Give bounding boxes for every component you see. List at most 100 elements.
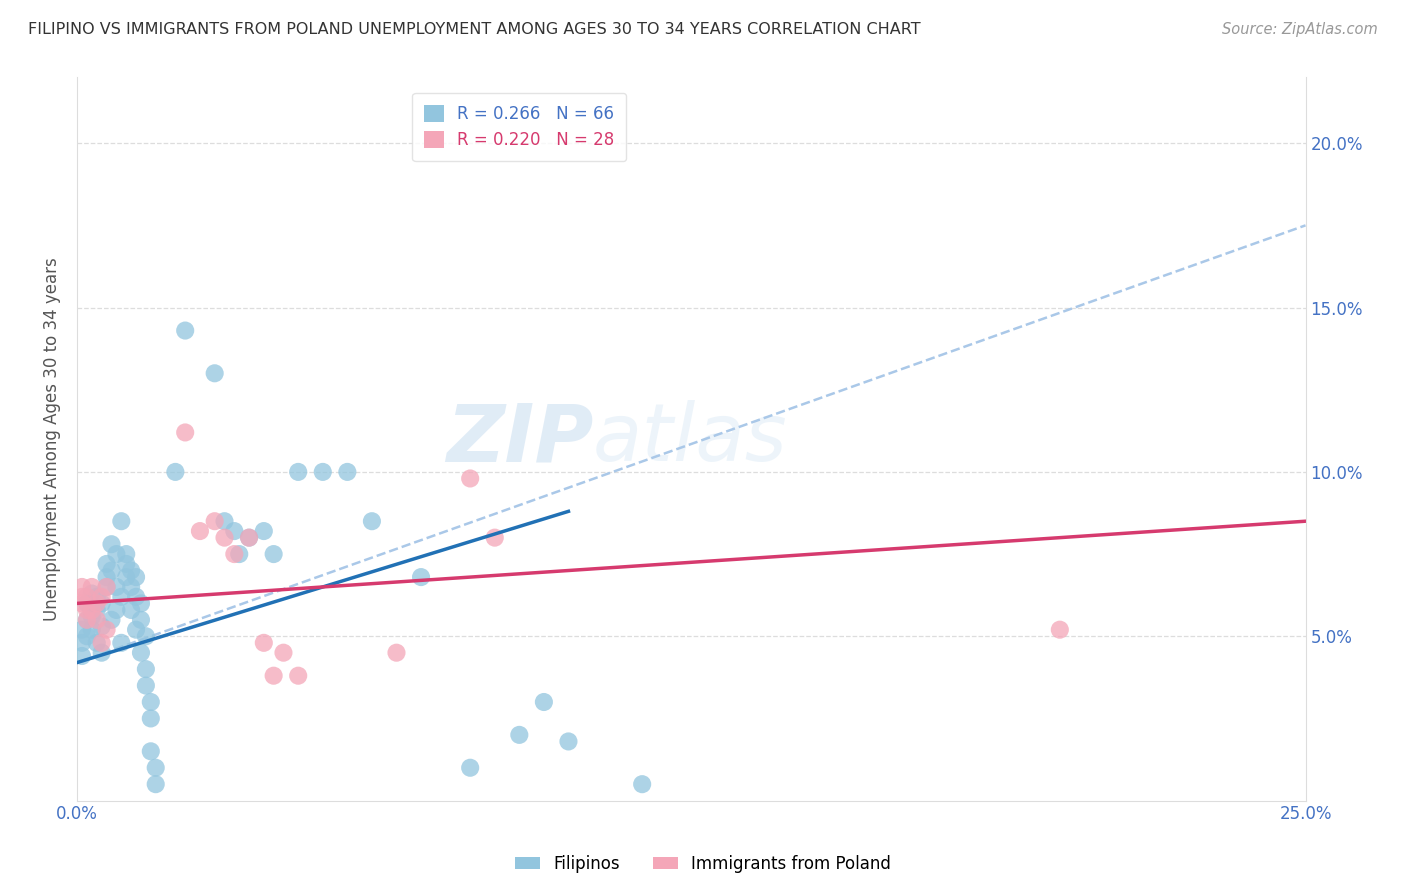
Point: [115, 557, 138, 571]
Point: [174, 324, 197, 338]
Point: [86, 603, 108, 617]
Point: [174, 425, 197, 440]
Point: [129, 646, 152, 660]
Point: [70, 590, 93, 604]
Point: [100, 537, 122, 551]
Y-axis label: Unemployment Among Ages 30 to 34 years: Unemployment Among Ages 30 to 34 years: [44, 257, 60, 621]
Point: [214, 514, 236, 528]
Point: [1049, 623, 1071, 637]
Point: [238, 531, 260, 545]
Point: [139, 695, 162, 709]
Point: [100, 613, 122, 627]
Point: [287, 465, 309, 479]
Point: [145, 777, 167, 791]
Point: [120, 564, 142, 578]
Point: [253, 524, 276, 538]
Point: [90, 596, 112, 610]
Point: [120, 580, 142, 594]
Point: [224, 524, 246, 538]
Point: [76, 603, 98, 617]
Point: [484, 531, 506, 545]
Text: FILIPINO VS IMMIGRANTS FROM POLAND UNEMPLOYMENT AMONG AGES 30 TO 34 YEARS CORREL: FILIPINO VS IMMIGRANTS FROM POLAND UNEMP…: [28, 22, 921, 37]
Point: [90, 636, 112, 650]
Point: [96, 570, 118, 584]
Point: [214, 531, 236, 545]
Point: [129, 596, 152, 610]
Point: [70, 596, 93, 610]
Point: [96, 623, 118, 637]
Point: [188, 524, 211, 538]
Legend: Filipinos, Immigrants from Poland: Filipinos, Immigrants from Poland: [508, 848, 898, 880]
Point: [224, 547, 246, 561]
Point: [105, 603, 128, 617]
Point: [263, 669, 285, 683]
Text: ZIP: ZIP: [446, 400, 593, 478]
Point: [80, 623, 103, 637]
Point: [70, 580, 93, 594]
Point: [76, 629, 98, 643]
Point: [139, 711, 162, 725]
Point: [110, 514, 132, 528]
Point: [287, 669, 309, 683]
Point: [80, 603, 103, 617]
Point: [90, 590, 112, 604]
Point: [165, 465, 187, 479]
Point: [110, 636, 132, 650]
Point: [263, 547, 285, 561]
Point: [96, 580, 118, 594]
Point: [96, 557, 118, 571]
Point: [100, 564, 122, 578]
Point: [385, 646, 408, 660]
Point: [533, 695, 555, 709]
Point: [125, 590, 148, 604]
Point: [125, 623, 148, 637]
Point: [409, 570, 432, 584]
Point: [76, 613, 98, 627]
Point: [273, 646, 295, 660]
Point: [96, 580, 118, 594]
Point: [86, 636, 108, 650]
Text: Source: ZipAtlas.com: Source: ZipAtlas.com: [1222, 22, 1378, 37]
Point: [139, 744, 162, 758]
Point: [557, 734, 579, 748]
Point: [110, 590, 132, 604]
Point: [312, 465, 335, 479]
Point: [238, 531, 260, 545]
Point: [129, 613, 152, 627]
Point: [125, 570, 148, 584]
Point: [115, 547, 138, 561]
Point: [105, 547, 128, 561]
Text: atlas: atlas: [593, 400, 787, 478]
Point: [115, 570, 138, 584]
Point: [86, 613, 108, 627]
Point: [90, 646, 112, 660]
Point: [228, 547, 250, 561]
Point: [253, 636, 276, 650]
Point: [135, 629, 157, 643]
Point: [458, 761, 481, 775]
Legend: R = 0.266   N = 66, R = 0.220   N = 28: R = 0.266 N = 66, R = 0.220 N = 28: [412, 93, 626, 161]
Point: [70, 623, 93, 637]
Point: [204, 514, 226, 528]
Point: [145, 761, 167, 775]
Point: [76, 590, 98, 604]
Point: [70, 636, 93, 650]
Point: [135, 679, 157, 693]
Point: [336, 465, 359, 479]
Point: [80, 586, 103, 600]
Point: [204, 366, 226, 380]
Point: [361, 514, 384, 528]
Point: [90, 619, 112, 633]
Point: [86, 590, 108, 604]
Point: [80, 609, 103, 624]
Point: [76, 596, 98, 610]
Point: [86, 596, 108, 610]
Point: [631, 777, 654, 791]
Point: [458, 471, 481, 485]
Point: [105, 580, 128, 594]
Point: [508, 728, 530, 742]
Point: [70, 648, 93, 663]
Point: [120, 603, 142, 617]
Point: [80, 580, 103, 594]
Point: [76, 613, 98, 627]
